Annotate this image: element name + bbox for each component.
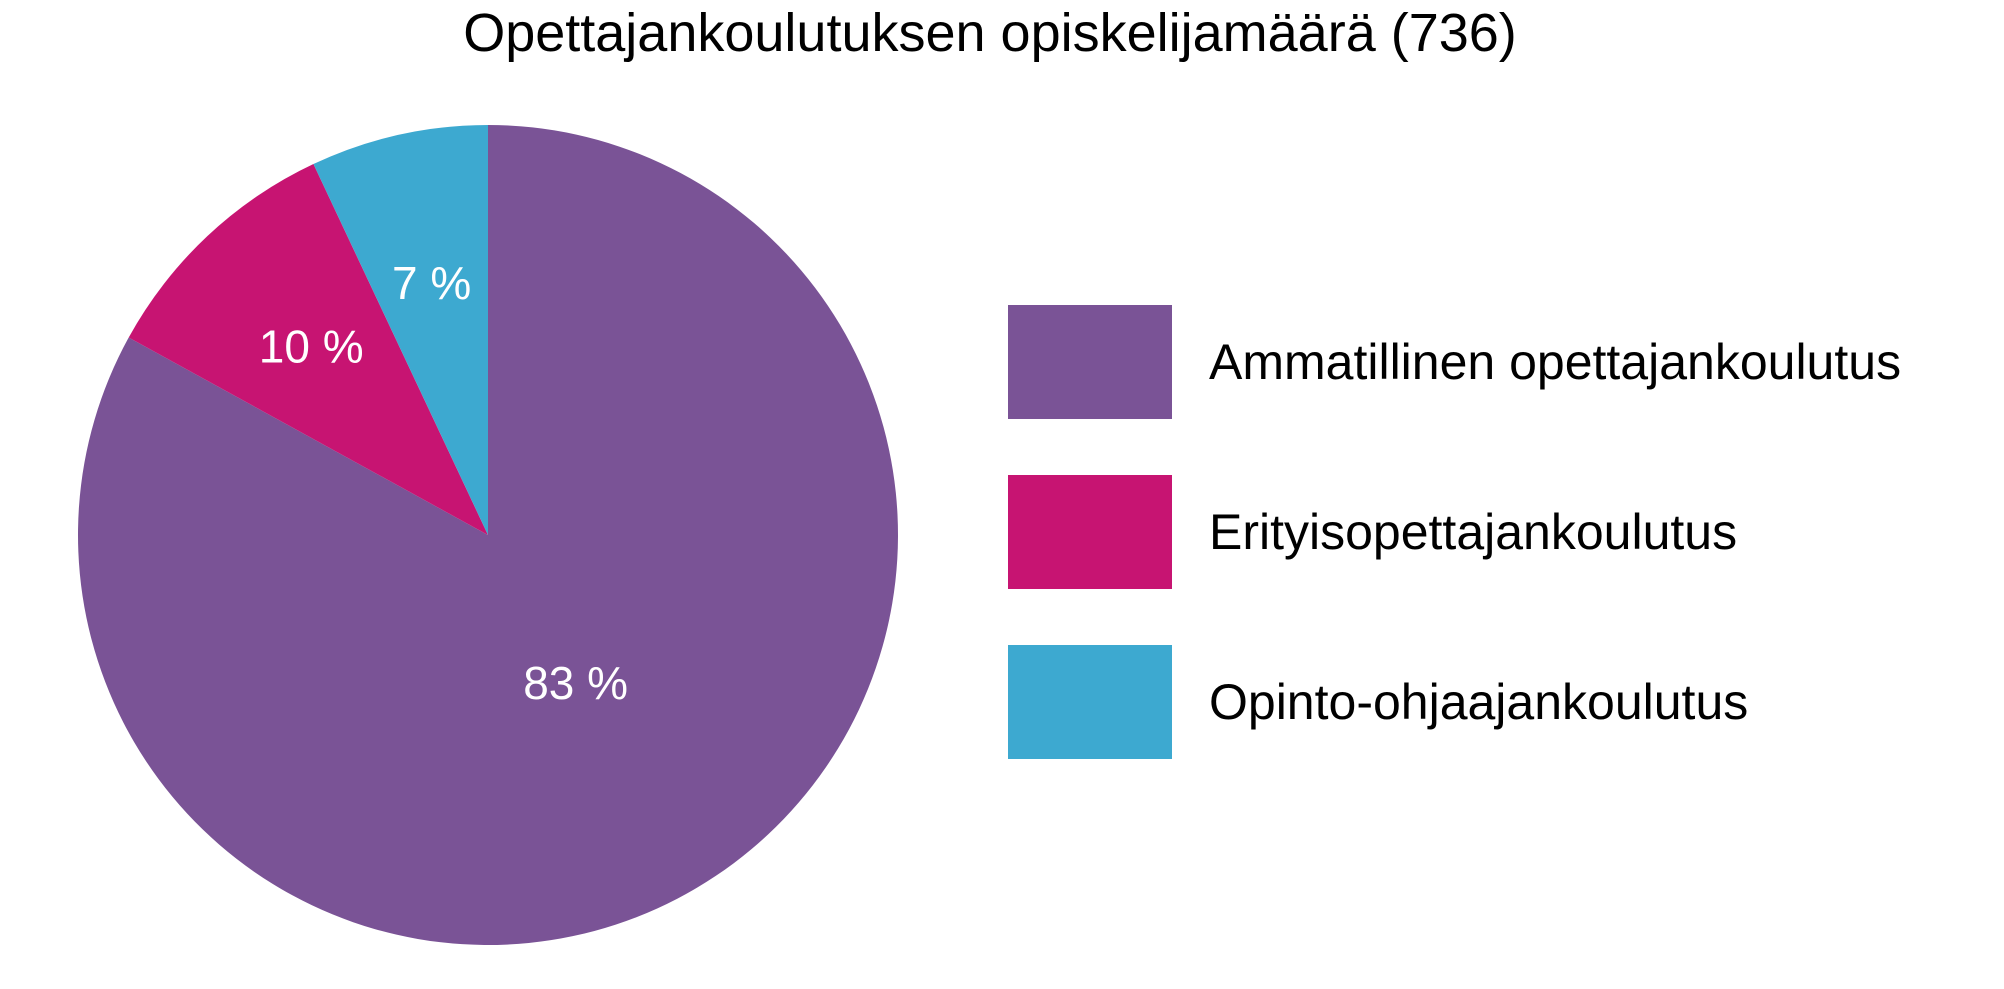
legend-label: Opinto-ohjaajankoulutus	[1209, 674, 1749, 730]
chart-title: Opettajankoulutuksen opiskelijamäärä (73…	[463, 3, 1517, 63]
slice-label-erityisopettaja: 10 %	[259, 321, 364, 373]
slice-label-ammatillinen: 83 %	[523, 657, 628, 709]
legend-swatch	[1008, 305, 1172, 419]
legend-label: Erityisopettajankoulutus	[1209, 504, 1738, 560]
legend-label: Ammatillinen opettajankoulutus	[1209, 334, 1902, 390]
legend-item-erityisopettaja: Erityisopettajankoulutus	[1008, 475, 1901, 589]
pie-slice-opinto-ohjaaja	[313, 125, 488, 535]
legend-item-ammatillinen: Ammatillinen opettajankoulutus	[1008, 305, 1901, 419]
pie-labels: 83 % 10 % 7 %	[259, 257, 628, 709]
slice-label-opinto-ohjaaja: 7 %	[392, 257, 471, 309]
legend-swatch	[1008, 645, 1172, 759]
pie-slice-ammatillinen	[77, 125, 898, 945]
pie-chart: 83 % 10 % 7 %	[77, 125, 898, 945]
pie-slice-erityisopettaja	[128, 164, 488, 535]
pie-slices	[77, 125, 898, 945]
legend-item-opinto-ohjaaja: Opinto-ohjaajankoulutus	[1008, 645, 1901, 759]
legend: Ammatillinen opettajankoulutus Erityisop…	[1008, 305, 1901, 815]
legend-swatch	[1008, 475, 1172, 589]
